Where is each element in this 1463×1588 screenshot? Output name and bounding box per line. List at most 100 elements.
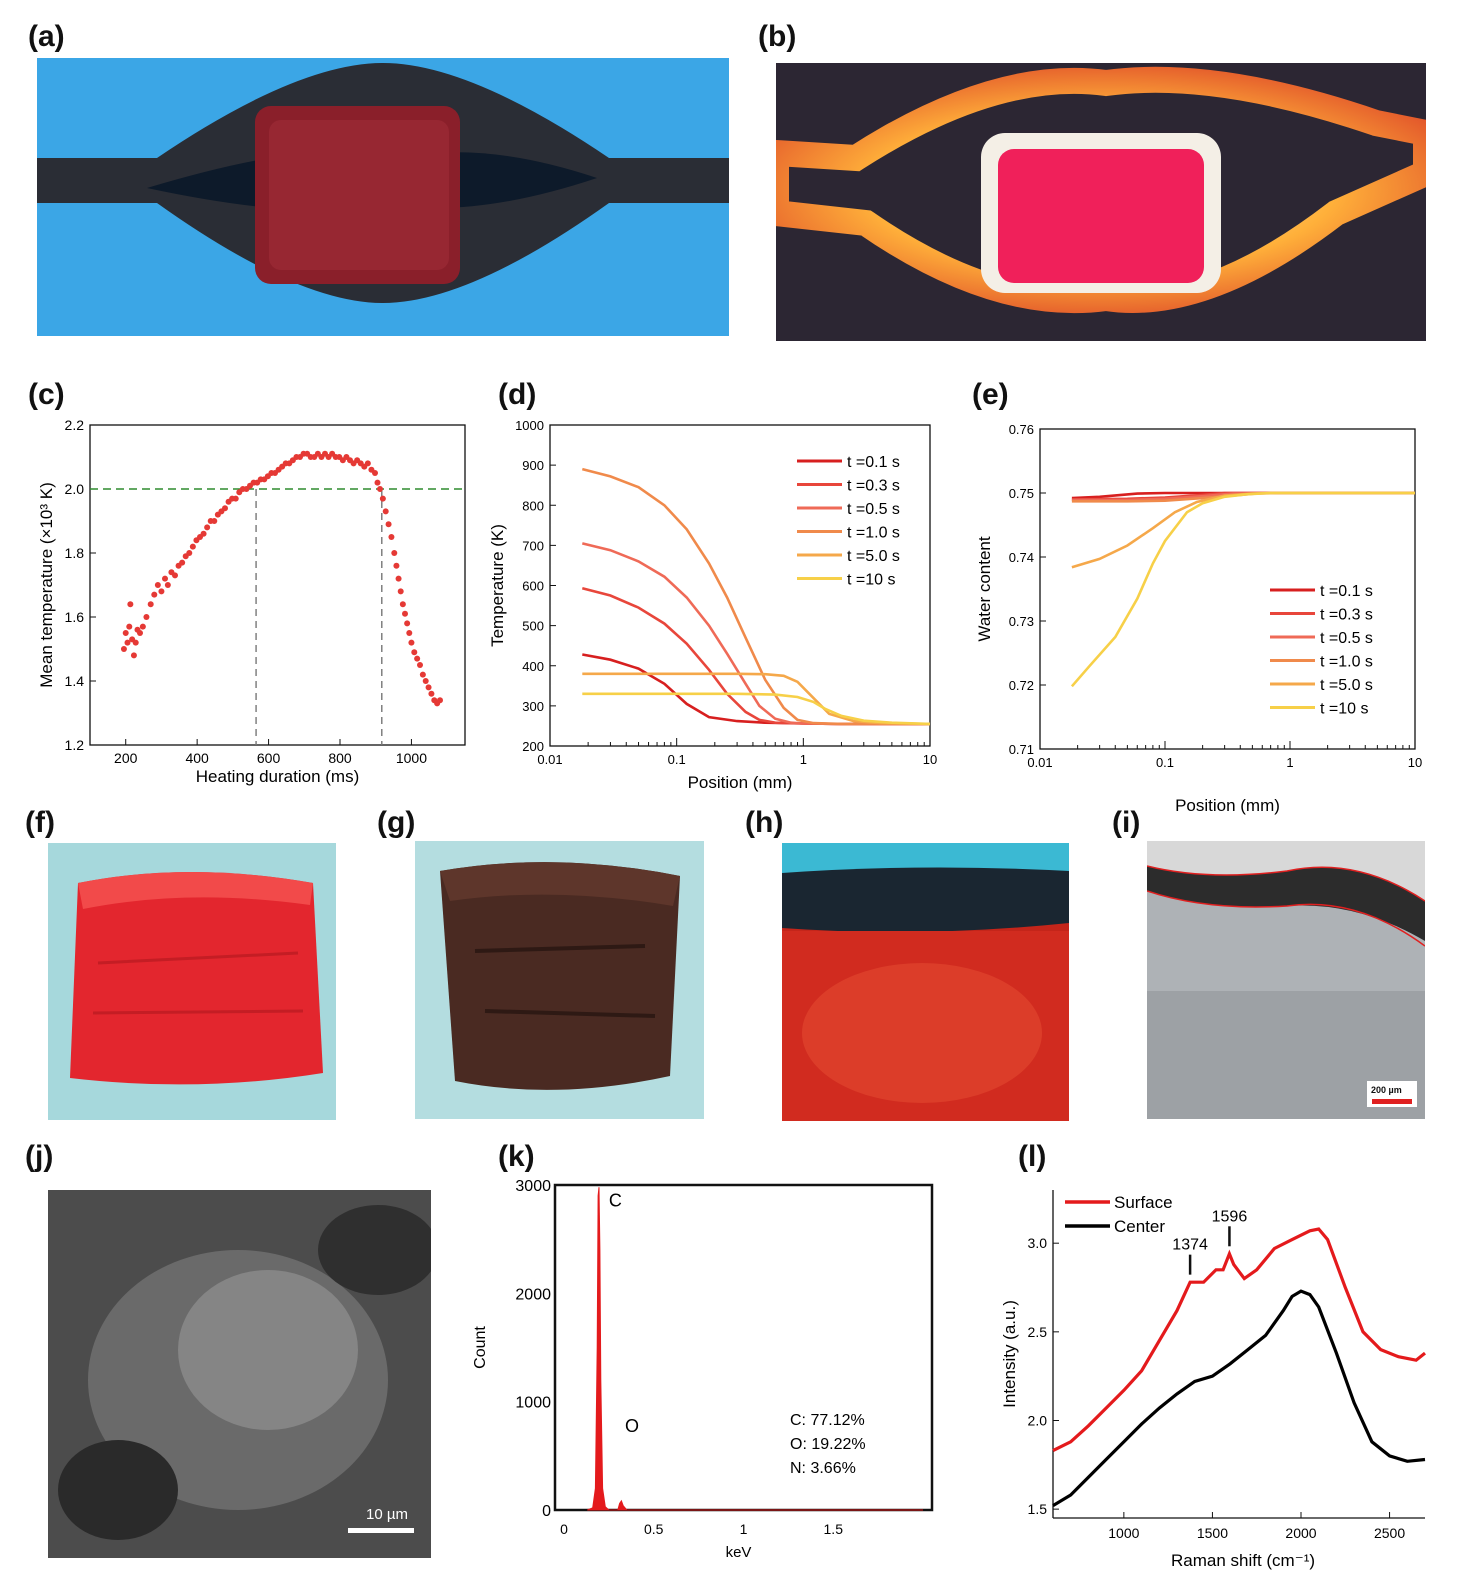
data-point [414, 655, 421, 662]
y-tick-label: 1.8 [65, 545, 85, 561]
panel-label-h: (h) [745, 806, 784, 839]
y-tick-label: 300 [522, 699, 544, 714]
panel-label-e: (e) [972, 378, 1009, 411]
x-tick-label: 1 [1286, 755, 1293, 770]
data-point [393, 562, 400, 569]
legend-label: t =0.3 s [1320, 607, 1373, 624]
composition-label: C: 77.12% [790, 1412, 865, 1429]
chart-l-raman-spectrum: 1000 1500 2000 2500 1.5 2.0 2.5 3.0 Surface Cente… [1000, 1190, 1426, 1570]
peak-label: 1596 [1212, 1208, 1248, 1225]
x-tick-label: 10 [923, 752, 937, 767]
panel-label-l: (l) [1018, 1140, 1047, 1173]
chart-c-mean-temperature: 200 400 600 800 1000 1.2 1.4 1.6 1.8 2.0 2.2 Heatin… [37, 417, 466, 786]
legend-label: t =1.0 s [1320, 654, 1373, 671]
panel-label-d: (d) [498, 378, 537, 411]
y-tick-label: 1.2 [65, 737, 85, 753]
data-point [147, 601, 154, 608]
x-axis-label: Position (mm) [688, 773, 793, 792]
data-point [391, 550, 398, 556]
peak-label: 1374 [1172, 1237, 1208, 1254]
data-point [374, 479, 381, 486]
data-point [232, 495, 239, 502]
y-tick-label: 2.5 [1028, 1324, 1048, 1340]
x-tick-label: 800 [328, 750, 352, 766]
peak-label-o: O [625, 1416, 639, 1436]
data-point [408, 639, 415, 646]
series-line [1052, 1289, 1426, 1507]
peak-label-c: C [609, 1191, 622, 1211]
data-point [211, 518, 218, 524]
series-line [1071, 491, 1415, 569]
data-point [406, 630, 413, 636]
legend-label: t =5.0 s [1320, 677, 1373, 694]
data-point [143, 614, 150, 620]
data-point [132, 639, 139, 646]
x-tick-label: 1 [740, 1521, 748, 1537]
composition-label: O: 19.22% [790, 1436, 866, 1453]
y-tick-label: 600 [522, 579, 544, 594]
data-point [379, 495, 386, 502]
y-tick-label: 500 [522, 619, 544, 634]
data-point [402, 610, 408, 617]
spectrum-area [587, 1187, 924, 1511]
y-tick-label: 0.71 [1009, 742, 1034, 757]
x-tick-label: 1 [800, 752, 807, 767]
photo-a-meat-in-carbon-heater [37, 58, 729, 336]
y-axis-label: Mean temperature (×10³ K) [37, 482, 56, 688]
data-point [385, 521, 392, 528]
x-axis-label: Raman shift (cm⁻¹) [1171, 1551, 1315, 1570]
legend-label: t =0.5 s [847, 501, 900, 518]
y-tick-label: 1000 [515, 418, 544, 433]
data-point [399, 601, 406, 608]
photo-f-raw-meat-cube [48, 843, 336, 1120]
y-tick-label: 3.0 [1028, 1235, 1048, 1251]
y-axis-label: Intensity (a.u.) [1000, 1300, 1019, 1408]
y-tick-label: 1.4 [65, 673, 85, 689]
data-point [411, 649, 418, 656]
panel-label-j: (j) [25, 1140, 54, 1173]
panel-label-g: (g) [377, 806, 416, 839]
y-tick-label: 0.75 [1009, 486, 1034, 501]
y-tick-label: 2.2 [65, 417, 85, 433]
y-tick-label: 2000 [515, 1286, 551, 1303]
panel-label-i: (i) [1112, 806, 1141, 839]
x-tick-label: 200 [114, 750, 138, 766]
y-axis-label: Count [472, 1326, 489, 1369]
photo-g-cooked-meat-cube [415, 841, 704, 1119]
plot-frame [1039, 428, 1416, 750]
x-axis-label: keV [726, 1544, 752, 1561]
panel-label-f: (f) [25, 806, 55, 839]
data-point [397, 588, 404, 595]
x-tick-label: 600 [257, 750, 281, 766]
series-line [582, 653, 930, 726]
data-point [425, 684, 432, 691]
legend-label: t =10 s [847, 572, 895, 589]
series-line [581, 587, 930, 726]
data-point [137, 630, 143, 636]
data-point [428, 690, 435, 697]
plot-frame [553, 1183, 934, 1512]
chart-d-temperature-profile: 0.01 0.1 1 10 200 300 400 500 600 700 800 900 1000 t … [488, 418, 937, 792]
data-point [372, 470, 378, 476]
x-tick-label: 0 [560, 1521, 568, 1537]
data-point [151, 591, 158, 598]
y-tick-label: 0.76 [1009, 422, 1034, 437]
x-tick-label: 1000 [1108, 1525, 1139, 1541]
series-line [1052, 1227, 1426, 1453]
legend-label: t =10 s [1320, 701, 1368, 718]
y-axis-label: Temperature (K) [488, 524, 507, 647]
data-point [222, 505, 228, 512]
data-point [404, 620, 411, 627]
data-point [124, 639, 131, 646]
data-point [417, 662, 423, 668]
panel-label-c: (c) [28, 378, 65, 411]
data-point [204, 524, 211, 531]
x-axis-label: Heating duration (ms) [196, 767, 359, 786]
panel-label-b: (b) [758, 20, 797, 53]
y-tick-label: 200 [522, 739, 544, 754]
y-tick-label: 900 [522, 458, 544, 473]
y-tick-label: 1.5 [1028, 1501, 1048, 1517]
data-point [172, 572, 178, 579]
y-tick-label: 0.72 [1009, 678, 1034, 693]
legend-label: t =5.0 s [847, 548, 900, 565]
